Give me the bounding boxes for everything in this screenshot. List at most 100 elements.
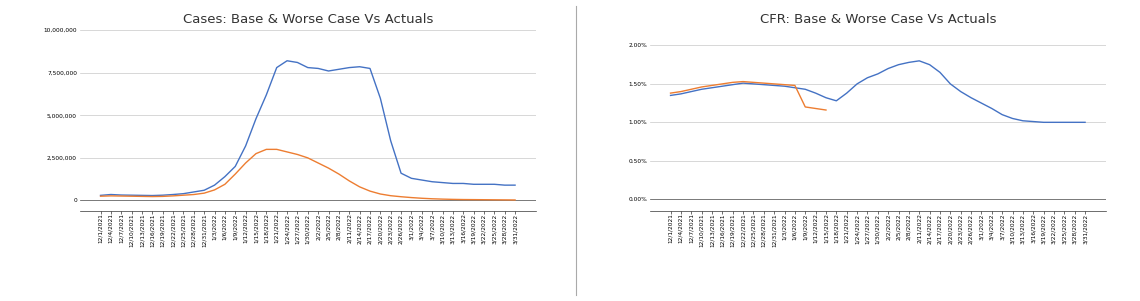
WorstCase Weekly Cases xyxy=(850,82,864,86)
WorstCase Weekly Cases xyxy=(342,66,356,70)
Base Case Weekly Cases xyxy=(291,153,304,156)
WorstCase Weekly Cases xyxy=(1048,120,1061,124)
WorstCase Weekly Cases xyxy=(136,194,149,197)
WorstCase Weekly Cases xyxy=(944,82,958,86)
Line: Base Case Weekly Cases: Base Case Weekly Cases xyxy=(100,149,515,200)
WorstCase Weekly Cases xyxy=(405,176,418,180)
WorstCase Weekly Cases xyxy=(270,66,284,70)
WorstCase Weekly Cases xyxy=(820,96,833,100)
WorstCase Weekly Cases xyxy=(736,81,750,85)
Base Case Weekly Cases xyxy=(114,194,128,198)
Base Case Weekly Cases xyxy=(798,105,812,109)
WorstCase Weekly Cases xyxy=(808,91,822,95)
Base Case Weekly Cases xyxy=(260,147,274,151)
Base Case Weekly Cases xyxy=(321,166,335,170)
Base Case Weekly Cases xyxy=(301,156,315,160)
Base Case Weekly Cases xyxy=(93,194,107,198)
WorstCase Weekly Cases xyxy=(156,193,170,197)
WorstCase Weekly Cases xyxy=(881,67,895,70)
Base Case Weekly Cases xyxy=(405,196,418,199)
WorstCase Weekly Cases xyxy=(114,193,128,197)
WorstCase Weekly Cases xyxy=(706,86,719,89)
WorstCase Weekly Cases xyxy=(228,165,242,168)
WorstCase Weekly Cases xyxy=(498,183,512,187)
WorstCase Weekly Cases xyxy=(301,66,315,70)
WorstCase Weekly Cases xyxy=(663,94,677,97)
Base Case Weekly Cases xyxy=(726,81,740,84)
Base Case Weekly Cases xyxy=(311,161,325,165)
Base Case Weekly Cases xyxy=(684,88,698,91)
WorstCase Weekly Cases xyxy=(1026,120,1040,123)
Base Case Weekly Cases xyxy=(674,90,687,93)
WorstCase Weekly Cases xyxy=(788,86,801,89)
Base Case Weekly Cases xyxy=(136,194,149,198)
Base Case Weekly Cases xyxy=(166,194,180,198)
Base Case Weekly Cases xyxy=(777,83,791,86)
WorstCase Weekly Cases xyxy=(415,178,429,182)
Base Case Weekly Cases xyxy=(374,192,388,196)
Base Case Weekly Cases xyxy=(270,147,284,151)
WorstCase Weekly Cases xyxy=(1068,120,1082,124)
Base Case Weekly Cases xyxy=(332,172,345,176)
WorstCase Weekly Cases xyxy=(456,182,470,185)
WorstCase Weekly Cases xyxy=(435,181,449,185)
WorstCase Weekly Cases xyxy=(747,82,760,86)
WorstCase Weekly Cases xyxy=(891,63,905,67)
WorstCase Weekly Cases xyxy=(840,91,854,95)
WorstCase Weekly Cases xyxy=(291,61,304,64)
Base Case Weekly Cases xyxy=(767,82,781,86)
WorstCase Weekly Cases xyxy=(684,90,698,93)
WorstCase Weekly Cases xyxy=(757,83,771,86)
Base Case Weekly Cases xyxy=(124,194,138,198)
WorstCase Weekly Cases xyxy=(321,69,335,73)
Base Case Weekly Cases xyxy=(508,198,522,202)
WorstCase Weekly Cases xyxy=(912,59,926,63)
Base Case Weekly Cases xyxy=(820,108,833,112)
WorstCase Weekly Cases xyxy=(250,117,263,120)
Base Case Weekly Cases xyxy=(736,80,750,83)
WorstCase Weekly Cases xyxy=(934,70,947,74)
WorstCase Weekly Cases xyxy=(260,93,274,97)
Title: Cases: Base & Worse Case Vs Actuals: Cases: Base & Worse Case Vs Actuals xyxy=(182,13,433,26)
Base Case Weekly Cases xyxy=(156,194,170,198)
WorstCase Weekly Cases xyxy=(352,65,366,69)
Base Case Weekly Cases xyxy=(280,150,294,154)
Base Case Weekly Cases xyxy=(146,195,160,198)
Base Case Weekly Cases xyxy=(228,172,242,176)
WorstCase Weekly Cases xyxy=(1005,117,1019,120)
Base Case Weekly Cases xyxy=(694,85,708,89)
WorstCase Weekly Cases xyxy=(124,193,138,197)
WorstCase Weekly Cases xyxy=(777,84,791,88)
WorstCase Weekly Cases xyxy=(995,113,1009,116)
WorstCase Weekly Cases xyxy=(767,84,781,87)
WorstCase Weekly Cases xyxy=(922,63,936,67)
WorstCase Weekly Cases xyxy=(694,88,708,91)
WorstCase Weekly Cases xyxy=(1058,120,1072,124)
WorstCase Weekly Cases xyxy=(425,180,439,184)
WorstCase Weekly Cases xyxy=(364,67,377,70)
WorstCase Weekly Cases xyxy=(830,99,844,103)
WorstCase Weekly Cases xyxy=(384,139,398,143)
WorstCase Weekly Cases xyxy=(508,183,522,187)
Base Case Weekly Cases xyxy=(478,198,491,201)
Base Case Weekly Cases xyxy=(207,188,221,192)
Base Case Weekly Cases xyxy=(757,81,771,85)
Base Case Weekly Cases xyxy=(187,193,201,196)
WorstCase Weekly Cases xyxy=(332,67,345,71)
WorstCase Weekly Cases xyxy=(1078,120,1092,124)
Base Case Weekly Cases xyxy=(342,179,356,183)
WorstCase Weekly Cases xyxy=(902,61,915,64)
WorstCase Weekly Cases xyxy=(280,59,294,63)
WorstCase Weekly Cases xyxy=(861,76,874,79)
WorstCase Weekly Cases xyxy=(146,194,160,197)
Base Case Weekly Cases xyxy=(177,193,190,197)
WorstCase Weekly Cases xyxy=(197,188,211,192)
Line: WorstCase Weekly Cases: WorstCase Weekly Cases xyxy=(100,61,515,196)
Base Case Weekly Cases xyxy=(364,189,377,193)
Base Case Weekly Cases xyxy=(104,194,117,198)
Base Case Weekly Cases xyxy=(747,81,760,84)
WorstCase Weekly Cases xyxy=(478,182,491,186)
WorstCase Weekly Cases xyxy=(964,96,978,100)
Base Case Weekly Cases xyxy=(466,198,480,201)
Title: CFR: Base & Worse Case Vs Actuals: CFR: Base & Worse Case Vs Actuals xyxy=(759,13,996,26)
